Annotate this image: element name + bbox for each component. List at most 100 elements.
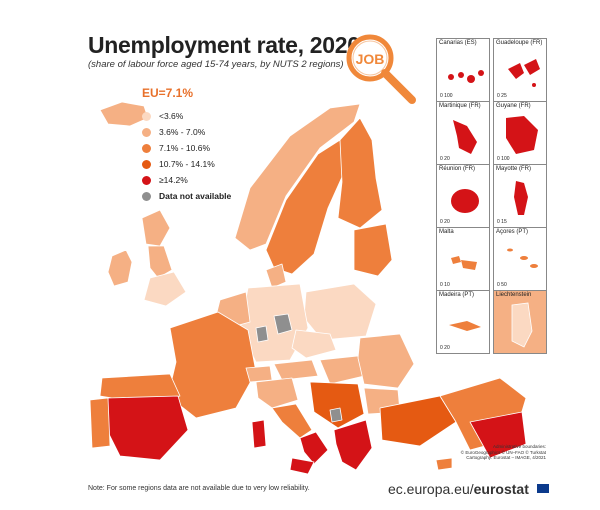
region-italy-north: [255, 377, 299, 409]
brand-name: eurostat: [473, 481, 529, 497]
inset-guyane: Guyane (FR) 0 100: [493, 101, 547, 165]
europe-map: [89, 101, 527, 475]
inset-liechtenstein: Liechtenstein: [493, 290, 547, 354]
inset-label: Guadeloupe (FR): [496, 40, 543, 46]
region-uk-south: [143, 271, 187, 307]
inset-label: Martinique (FR): [439, 103, 481, 109]
region-sardinia: [251, 419, 267, 449]
inset-scale: 0 20: [440, 219, 450, 225]
inset-scale: 0 25: [497, 93, 507, 99]
inset-label: Liechtenstein: [496, 292, 532, 298]
region-sicily: [289, 457, 315, 475]
legend-label: 10.7% - 14.1%: [159, 159, 215, 169]
inset-label: Malta: [439, 229, 454, 235]
inset-shape: [507, 248, 538, 268]
region-italy-centre: [271, 403, 313, 439]
inset-scale: 0 20: [440, 345, 450, 351]
eu-flag-icon: [537, 484, 549, 493]
inset-reunion: Réunion (FR) 0 20: [436, 164, 490, 228]
credit-line: Cartography: Eurostat – IMAGE, 4/2021: [466, 455, 546, 460]
legend-label: ≥14.2%: [159, 175, 188, 185]
region-hungary: [319, 355, 365, 385]
inset-shape: [508, 59, 540, 87]
job-label: JOB: [356, 51, 385, 67]
inset-shape: [448, 70, 484, 83]
region-spain-south: [105, 395, 189, 461]
region-poland: [303, 283, 377, 341]
inset-label: Réunion (FR): [439, 166, 476, 172]
brand-domain: ec.europa.eu/: [388, 481, 474, 497]
inset-malta: Malta 0 10: [436, 227, 490, 291]
inset-scale: 0 15: [497, 219, 507, 225]
legend-item: 7.1% - 10.6%: [142, 140, 231, 156]
inset-shape: [506, 116, 538, 154]
legend-item: 10.7% - 14.1%: [142, 156, 231, 172]
footnote: Note: For some regions data are not avai…: [88, 485, 310, 492]
credit-line: © EuroGeographics © UN–FAO © Turkstat: [460, 449, 546, 455]
region-portugal: [89, 397, 111, 449]
inset-label: Madeira (PT): [439, 292, 475, 298]
inset-canarias: Canarias (ES) 0 100: [436, 38, 490, 102]
inset-shape: [511, 302, 533, 348]
legend-swatch: [142, 127, 151, 137]
credit-line: Administrative boundaries:: [492, 444, 546, 449]
region-switzerland: [245, 365, 273, 383]
inset-scale: 0 50: [497, 282, 507, 288]
inset-mayotte: Mayotte (FR) 0 15: [493, 164, 547, 228]
legend-swatch: [142, 111, 151, 121]
region-ireland: [107, 249, 133, 287]
region-turkey-se: [469, 411, 527, 459]
region-romania: [357, 333, 415, 389]
legend-label: Data not available: [159, 191, 232, 201]
map-credits: Administrative boundaries: © EuroGeograp…: [436, 444, 546, 461]
legend-eu-average: EU=7.1%: [142, 86, 194, 100]
legend-swatch: [142, 159, 151, 169]
inset-label: Canarias (ES): [439, 40, 477, 46]
region-denmark: [265, 263, 287, 289]
legend-swatch: [142, 175, 151, 185]
inset-shape: [451, 256, 477, 270]
inset-guadeloupe: Guadeloupe (FR) 0 25: [493, 38, 547, 102]
inset-madeira: Madeira (PT) 0 20: [436, 290, 490, 354]
inset-label: Guyane (FR): [496, 103, 531, 109]
map-subtitle: (share of labour force aged 15-74 years,…: [88, 59, 344, 70]
inset-label: Açores (PT): [496, 229, 529, 235]
legend-item: 3.6% - 7.0%: [142, 124, 231, 140]
region-austria: [273, 359, 319, 381]
inset-scale: 0 100: [497, 156, 510, 162]
inset-shape: [449, 321, 481, 331]
region-uk-scotland: [141, 209, 171, 247]
inset-scale: 0 10: [440, 282, 450, 288]
legend-swatch: [142, 143, 151, 153]
region-cyprus: [435, 457, 453, 471]
region-de-nodata-2: [255, 325, 269, 343]
region-iceland: [99, 101, 149, 127]
inset-scale: 0 100: [440, 93, 453, 99]
map-legend: EU=7.1% <3.6% 3.6% - 7.0% 7.1% - 10.6% 1…: [142, 86, 231, 204]
legend-item: ≥14.2%: [142, 172, 231, 188]
legend-item: Data not available: [142, 188, 231, 204]
region-france: [167, 311, 257, 419]
legend-swatch: [142, 191, 151, 201]
legend-label: 7.1% - 10.6%: [159, 143, 211, 153]
job-magnifier-icon: JOB: [346, 34, 416, 104]
region-turkey-west: [379, 395, 457, 447]
region-finland: [337, 117, 383, 229]
inset-shape: [514, 181, 528, 215]
eurostat-brand[interactable]: ec.europa.eu/eurostat: [388, 481, 529, 497]
legend-item: <3.6%: [142, 108, 231, 124]
legend-label: <3.6%: [159, 111, 184, 121]
inset-martinique: Martinique (FR) 0 20: [436, 101, 490, 165]
region-czechia: [291, 329, 337, 359]
inset-acores: Açores (PT) 0 50: [493, 227, 547, 291]
inset-shape: [453, 120, 477, 154]
region-baltics: [353, 223, 393, 277]
region-balkans-nodata: [329, 407, 343, 423]
region-italy-south: [299, 431, 329, 465]
map-title: Unemployment rate, 2020: [88, 32, 360, 58]
inset-label: Mayotte (FR): [496, 166, 532, 172]
inset-scale: 0 20: [440, 156, 450, 162]
region-greece: [333, 419, 373, 471]
region-balkans: [309, 381, 365, 429]
legend-label: 3.6% - 7.0%: [159, 127, 206, 137]
